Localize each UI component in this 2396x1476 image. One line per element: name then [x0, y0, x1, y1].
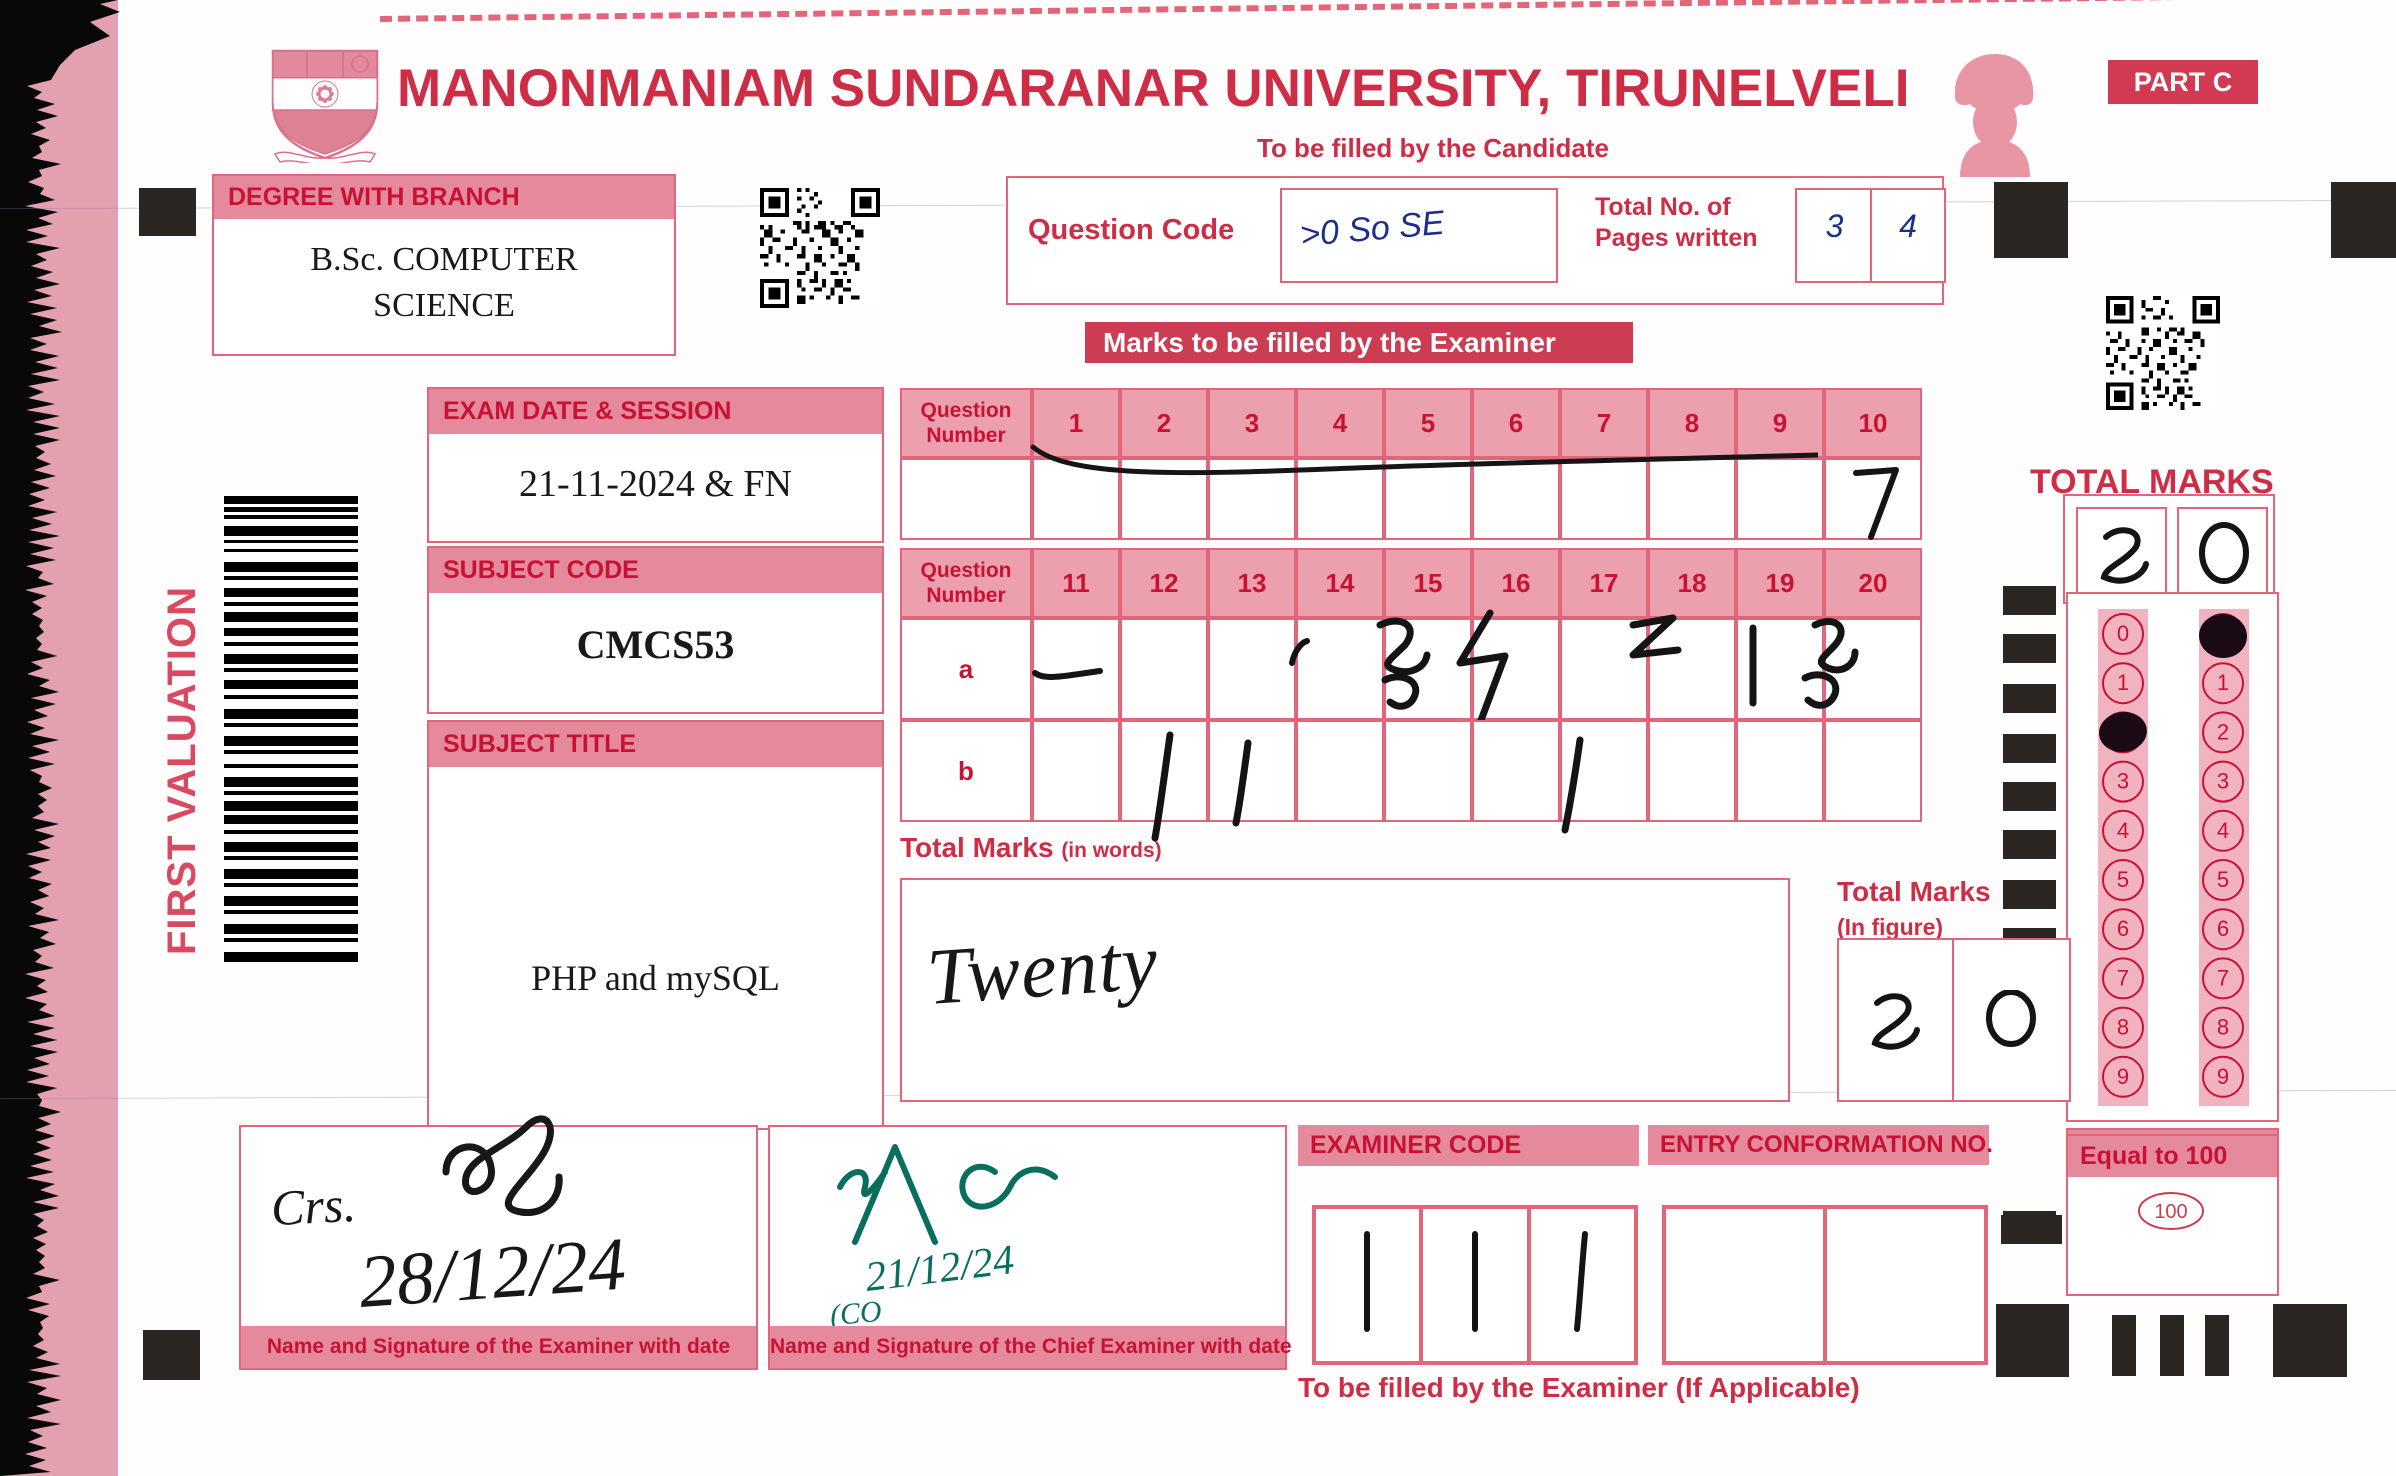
svg-text:100: 100 — [2154, 1201, 2187, 1223]
svg-text:28/12/24: 28/12/24 — [361, 1223, 628, 1324]
